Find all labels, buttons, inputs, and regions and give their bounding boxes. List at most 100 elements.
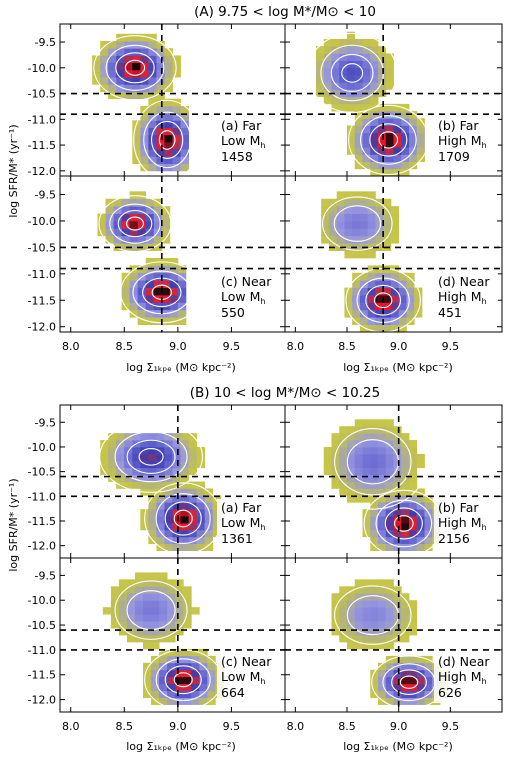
heatmap-cell [393, 635, 402, 643]
heatmap-cell [167, 683, 176, 692]
heatmap-cell [370, 75, 379, 83]
heatmap-cell [188, 488, 198, 496]
heatmap-cell [414, 309, 423, 318]
heatmap-cell [172, 149, 181, 157]
heatmap-cell [100, 84, 109, 92]
heatmap-cell [385, 676, 394, 685]
heatmap-cell [362, 161, 371, 170]
heatmap-cell [328, 220, 338, 229]
heatmap-cell [145, 228, 155, 237]
heatmap-cell [339, 96, 348, 105]
heatmap-cell [378, 529, 387, 538]
heatmap-cell [401, 655, 410, 664]
heatmap-cell [344, 220, 353, 229]
heatmap-cell [401, 481, 410, 489]
heatmap-cell [143, 669, 152, 678]
heatmap-cell [362, 614, 371, 622]
heatmap-cell [116, 460, 125, 469]
heatmap-cell [331, 467, 340, 475]
heatmap-cell [406, 302, 415, 311]
heatmap-cell [172, 522, 181, 531]
heatmap-cell [409, 509, 418, 517]
heatmap-cell [336, 198, 345, 207]
heatmap-cell [406, 272, 415, 281]
contour-line [334, 585, 412, 645]
heatmap-cell [339, 60, 348, 69]
heatmap-cell [159, 593, 168, 601]
heatmap-cell [92, 55, 101, 64]
heatmap-cell [359, 272, 369, 281]
heatmap-cell [97, 228, 106, 237]
heatmap-cell [132, 460, 141, 469]
heatmap-cell [129, 228, 139, 237]
heatmap-cell [148, 62, 157, 71]
heatmap-cell [347, 488, 356, 496]
heatmap-cell [161, 317, 171, 325]
heatmap-cell [156, 48, 165, 56]
heatmap-cell [370, 621, 379, 629]
heatmap-cell [191, 676, 200, 685]
heatmap-cell [135, 600, 144, 608]
x-tick-label: 9.5 [442, 340, 460, 353]
heatmap-cell [362, 147, 371, 155]
heatmap-cell [328, 198, 338, 207]
heatmap-cell [148, 134, 157, 143]
heatmap-cell [401, 474, 410, 482]
heatmap-cell [378, 154, 387, 162]
heatmap-cell [378, 488, 387, 496]
heatmap-cell [354, 433, 363, 441]
heatmap-cell [113, 206, 123, 214]
heatmap-cell [375, 280, 384, 288]
heatmap-cell [180, 120, 189, 128]
heatmap-cell [370, 433, 379, 441]
heatmap-cell [344, 294, 353, 303]
heatmap-cell [164, 536, 173, 545]
heatmap-cell [393, 683, 402, 692]
heatmap-cell [140, 113, 149, 121]
heatmap-cell [378, 132, 387, 141]
heatmap-cell [378, 67, 387, 76]
heatmap-cell [116, 55, 125, 64]
heatmap-cell [367, 213, 376, 222]
heatmap-cell [110, 586, 120, 594]
heatmap-cell [175, 648, 184, 657]
heatmap-cell [378, 683, 387, 692]
heatmap-cell [370, 495, 379, 503]
heatmap-cell [180, 446, 189, 455]
heatmap-cell [336, 191, 345, 200]
heatmap-cell [159, 607, 168, 615]
heatmap-cell [188, 522, 198, 531]
heatmap-cell [339, 607, 348, 615]
heatmap-cell [151, 697, 160, 705]
heatmap-cell [167, 628, 176, 636]
heatmap-cell [156, 156, 165, 165]
heatmap-cell [385, 467, 394, 475]
heatmap-cell [359, 213, 369, 222]
heatmap-cell [167, 579, 176, 587]
heatmap-cell [140, 134, 149, 143]
heatmap-cell [367, 243, 376, 251]
heatmap-cell [167, 655, 176, 664]
heatmap-cell [191, 683, 200, 692]
panel-halo-mass-label: High Mh [438, 133, 487, 150]
heatmap-cell [164, 113, 173, 121]
heatmap-cell [121, 243, 131, 251]
heatmap-cell [212, 529, 222, 538]
heatmap-cell [385, 132, 394, 141]
heatmap-cell [409, 460, 418, 469]
heatmap-cell [183, 690, 192, 698]
heatmap-cell [132, 156, 141, 165]
heatmap-cell [137, 294, 147, 303]
heatmap-cell [378, 641, 387, 650]
heatmap-cell [156, 105, 165, 114]
heatmap-cell [167, 635, 176, 643]
y-tick-label: -9.5 [35, 416, 56, 429]
heatmap-cell [140, 156, 149, 165]
heatmap-cell [188, 543, 198, 551]
heatmap-cell [390, 235, 400, 244]
heatmap-cell [409, 600, 418, 608]
